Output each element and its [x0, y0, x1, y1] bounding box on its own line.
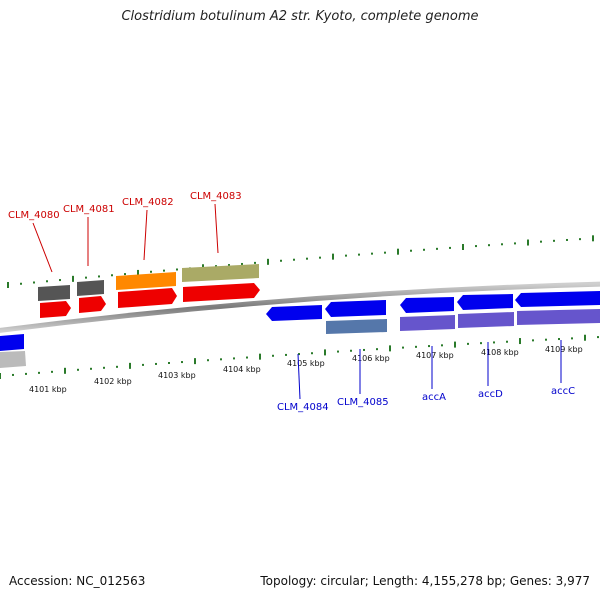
gene-arrow[interactable] — [40, 301, 71, 318]
gene-arrow[interactable] — [79, 296, 106, 313]
feature-bar[interactable] — [517, 309, 600, 325]
page-title: Clostridium botulinum A2 str. Kyoto, com… — [121, 9, 479, 24]
gene-track — [0, 283, 600, 351]
kbp-label: 4106 kbp — [352, 354, 390, 363]
leader-line — [214, 203, 219, 254]
kbp-label: 4102 kbp — [94, 377, 132, 386]
gene-arrow[interactable] — [118, 288, 177, 308]
gene-arrow[interactable] — [400, 297, 454, 313]
feature-bar[interactable] — [182, 264, 259, 282]
gene-labels: CLM_4080 CLM_4081 CLM_4082 CLM_4083 CLM_… — [8, 191, 575, 413]
gene-arrow[interactable] — [457, 294, 513, 310]
kbp-label: 4105 kbp — [287, 359, 325, 368]
feature-bar[interactable] — [0, 351, 26, 368]
feature-bar[interactable] — [458, 312, 514, 328]
gene-arrow[interactable] — [325, 300, 386, 317]
feature-bar[interactable] — [116, 272, 176, 290]
kbp-label: 4104 kbp — [223, 365, 261, 374]
accession-text: Accession: NC_012563 — [9, 574, 146, 588]
gene-arrow[interactable] — [0, 334, 24, 351]
kbp-scale-labels: 4101 kbp 4102 kbp 4103 kbp 4104 kbp 4105… — [29, 345, 583, 394]
genome-backbone — [0, 281, 600, 333]
kbp-label: 4103 kbp — [158, 371, 196, 380]
leader-line — [143, 209, 148, 261]
genome-summary-text: Topology: circular; Length: 4,155,278 bp… — [260, 574, 590, 588]
upper-tick-marks — [7, 235, 594, 288]
gene-arrow[interactable] — [515, 291, 600, 307]
kbp-label: 4108 kbp — [481, 348, 519, 357]
gene-label[interactable]: CLM_4082 — [122, 197, 174, 208]
feature-bar[interactable] — [77, 280, 104, 296]
lower-tick-marks — [0, 334, 599, 379]
gene-label[interactable]: CLM_4080 — [8, 210, 60, 221]
gene-label[interactable]: CLM_4081 — [63, 204, 115, 215]
gene-label[interactable]: CLM_4083 — [190, 191, 242, 202]
gene-label[interactable]: accA — [422, 392, 446, 403]
feature-track — [0, 264, 600, 368]
kbp-label: 4107 kbp — [416, 351, 454, 360]
kbp-label: 4109 kbp — [545, 345, 583, 354]
gene-label[interactable]: CLM_4085 — [337, 397, 389, 408]
gene-arrow[interactable] — [183, 283, 260, 302]
gene-arrow[interactable] — [266, 305, 322, 321]
label-leaders — [32, 203, 562, 400]
feature-bar[interactable] — [326, 319, 387, 334]
gene-label[interactable]: CLM_4084 — [277, 402, 329, 413]
feature-bar[interactable] — [38, 285, 70, 301]
leader-line — [32, 222, 53, 273]
gene-label[interactable]: accC — [551, 386, 575, 397]
gene-label[interactable]: accD — [478, 389, 503, 400]
kbp-label: 4101 kbp — [29, 385, 67, 394]
feature-bar[interactable] — [400, 315, 455, 331]
leader-line — [297, 353, 301, 400]
